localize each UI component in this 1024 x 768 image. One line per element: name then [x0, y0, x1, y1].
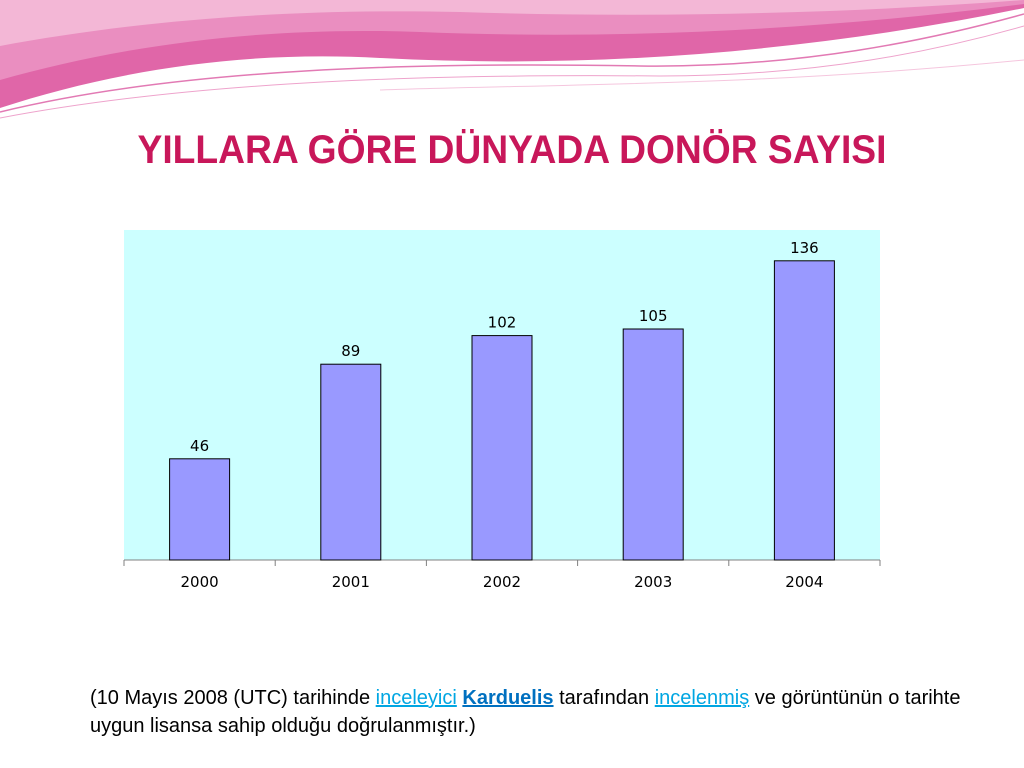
- x-tick-label: 2001: [332, 573, 370, 591]
- caption-text-3: tarafından: [553, 687, 655, 709]
- slide-title: YILLARA GÖRE DÜNYADA DONÖR SAYISI: [137, 128, 887, 172]
- bar-value-label: 46: [190, 437, 209, 455]
- wave-line-1: [0, 13, 1024, 113]
- bar: [622, 328, 684, 561]
- bar: [169, 458, 231, 561]
- x-tick-label: 2000: [181, 573, 219, 591]
- bar-chart: 46 2000 89 2001 102 2002 105 2003 136 2004: [123, 230, 881, 591]
- wave-line-3: [379, 59, 1024, 91]
- chart-panel: 46 2000 89 2001 102 2002 105 2003 136 2004: [112, 222, 892, 598]
- bar-value-label: 136: [790, 239, 819, 257]
- x-tick-label: 2004: [785, 573, 823, 591]
- caption-text-4: ve görüntünün o tarihte uygun lisansa sa…: [90, 687, 961, 737]
- wave-line-2: [0, 25, 1024, 119]
- bar: [471, 335, 533, 561]
- header-wave-decoration: [0, 0, 1024, 119]
- caption-link-karduelis[interactable]: Karduelis: [462, 687, 554, 709]
- caption-text-1: (10 Mayıs 2008 (UTC) tarihinde: [90, 687, 376, 709]
- bar-value-label: 102: [488, 314, 517, 332]
- wave-band-mid: [0, 0, 1024, 80]
- bar: [320, 363, 382, 561]
- x-tick-label: 2003: [634, 573, 672, 591]
- bar: [773, 260, 835, 561]
- x-tick-label: 2002: [483, 573, 521, 591]
- bar-value-label: 105: [639, 307, 668, 325]
- bar-value-label: 89: [341, 342, 360, 360]
- caption-link-reviewed[interactable]: incelenmiş: [654, 687, 750, 709]
- caption-link-reviewer[interactable]: inceleyici: [375, 687, 457, 709]
- image-caption: (10 Mayıs 2008 (UTC) tarihinde inceleyic…: [90, 684, 980, 740]
- wave-band-light: [0, 0, 1024, 46]
